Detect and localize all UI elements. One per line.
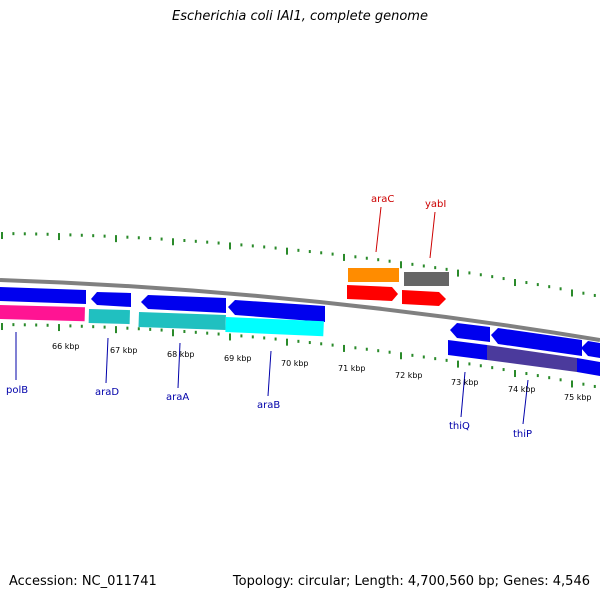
tick-label: 70 kbp — [281, 359, 309, 368]
tick-label: 69 kbp — [224, 354, 252, 363]
gene-arrow-araA[interactable] — [141, 295, 226, 313]
gene-label-araD: araD — [95, 387, 119, 398]
tick-label: 67 kbp — [110, 346, 138, 355]
cds-block-polB[interactable] — [0, 305, 85, 322]
gene-arrow-thiQ[interactable] — [450, 323, 490, 342]
gene-label-araC: araC — [371, 194, 394, 205]
cds-block-next[interactable] — [577, 358, 600, 376]
cds-block-thiP[interactable] — [487, 345, 577, 372]
tick-label: 68 kbp — [167, 350, 195, 359]
gene-label-yabI: yabI — [425, 199, 446, 210]
gene-block-araC-forward[interactable] — [348, 268, 399, 282]
gene-arrow-next[interactable] — [581, 341, 600, 358]
tick-labels: 66 kbp 67 kbp 68 kbp 69 kbp 70 kbp 71 kb… — [52, 342, 592, 402]
tick-label: 71 kbp — [338, 364, 366, 373]
cds-block-araA[interactable] — [138, 312, 226, 331]
genome-backbone — [0, 278, 600, 342]
inner-tick-ring — [1, 323, 596, 388]
cds-arrow-araC[interactable] — [347, 285, 398, 301]
gene-leader-lines — [15, 206, 529, 425]
gene-label-polB: polB — [6, 385, 28, 396]
gene-label-thiQ: thiQ — [449, 421, 470, 432]
gene-arrow-araB[interactable] — [228, 300, 325, 322]
gene-label-araB: araB — [257, 400, 280, 411]
tick-label: 74 kbp — [508, 385, 536, 394]
tick-label: 66 kbp — [52, 342, 80, 351]
cds-block-araD[interactable] — [88, 309, 130, 325]
map-title: Escherichia coli IAI1, complete genome — [172, 9, 428, 24]
accession-label: Accession: NC_011741 — [9, 574, 157, 589]
genome-summary: Topology: circular; Length: 4,700,560 bp… — [232, 574, 590, 589]
cds-arrow-yabI[interactable] — [402, 290, 446, 306]
gene-labels: polB araD araA araB araC yabI thiQ thiP — [6, 194, 532, 440]
outer-tick-ring — [1, 232, 596, 297]
gene-arrow-araD[interactable] — [91, 292, 131, 307]
gene-arrow-polB[interactable] — [0, 287, 86, 304]
gene-arrow-thiP[interactable] — [491, 328, 582, 356]
tick-label: 75 kbp — [564, 393, 592, 402]
cds-block-araB[interactable] — [225, 317, 324, 337]
cds-block-thiQ[interactable] — [448, 340, 487, 360]
gene-label-araA: araA — [166, 392, 189, 403]
tick-label: 73 kbp — [451, 378, 479, 387]
gene-block-yabI-forward[interactable] — [404, 272, 449, 286]
gene-label-thiP: thiP — [513, 429, 532, 440]
tick-label: 72 kbp — [395, 371, 423, 380]
